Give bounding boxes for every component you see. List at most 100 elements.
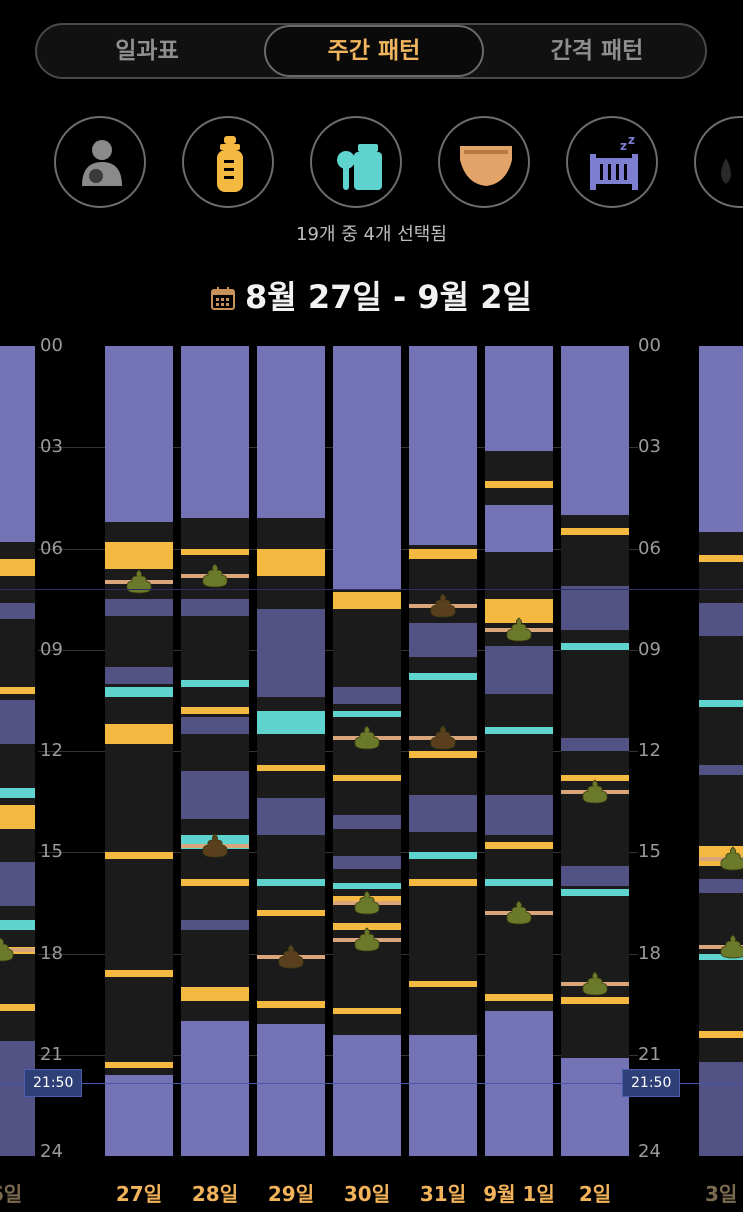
sleep-block[interactable]	[105, 666, 173, 684]
sleep-block[interactable]	[485, 504, 553, 552]
bottle-block[interactable]	[561, 774, 629, 782]
sleep-block[interactable]	[561, 737, 629, 751]
tab-weekly-pattern[interactable]: 주간 패턴	[264, 25, 484, 77]
sleep-block[interactable]	[333, 815, 401, 829]
sleep-block[interactable]	[699, 764, 743, 775]
bottle-block[interactable]	[105, 852, 173, 859]
bottle-block[interactable]	[333, 774, 401, 782]
day-label[interactable]: 3일	[705, 1182, 738, 1206]
bottle-block[interactable]	[181, 548, 249, 556]
bottle-block[interactable]	[409, 879, 477, 886]
bottle-block[interactable]	[333, 923, 401, 930]
sleep-block[interactable]	[485, 794, 553, 836]
sleep-block[interactable]	[409, 346, 477, 546]
bottle-block[interactable]	[257, 909, 325, 917]
bottle-block[interactable]	[105, 724, 173, 745]
baby-food-block[interactable]	[257, 710, 325, 735]
baby-food-block[interactable]	[561, 889, 629, 897]
bottle-block[interactable]	[257, 764, 325, 772]
sleep-block[interactable]	[409, 622, 477, 657]
filter-baby-food[interactable]	[310, 116, 402, 208]
sleep-block[interactable]	[257, 798, 325, 836]
baby-food-block[interactable]	[0, 919, 35, 930]
poop-icon[interactable]	[581, 970, 609, 1000]
poop-icon[interactable]	[201, 562, 229, 592]
baby-food-block[interactable]	[409, 673, 477, 681]
bottle-block[interactable]	[105, 1061, 173, 1069]
sleep-block[interactable]	[0, 1041, 35, 1156]
baby-food-block[interactable]	[0, 788, 35, 799]
bottle-block[interactable]	[181, 707, 249, 714]
baby-food-block[interactable]	[485, 879, 553, 886]
sleep-block[interactable]	[409, 1034, 477, 1156]
baby-food-block[interactable]	[105, 686, 173, 697]
baby-food-block[interactable]	[485, 727, 553, 735]
bottle-block[interactable]	[485, 481, 553, 488]
day-column[interactable]	[561, 346, 629, 1156]
sleep-block[interactable]	[257, 346, 325, 519]
sleep-block[interactable]	[0, 700, 35, 745]
day-label[interactable]: 29일	[267, 1182, 315, 1206]
poop-icon[interactable]	[125, 568, 153, 598]
sleep-block[interactable]	[333, 855, 401, 870]
bottle-block[interactable]	[485, 994, 553, 1001]
bottle-block[interactable]	[409, 751, 477, 758]
sleep-block[interactable]	[257, 1024, 325, 1156]
bottle-block[interactable]	[105, 970, 173, 978]
sleep-block[interactable]	[485, 646, 553, 694]
bottle-block[interactable]	[257, 1000, 325, 1008]
day-column[interactable]	[699, 346, 743, 1156]
sleep-block[interactable]	[181, 771, 249, 819]
sleep-block[interactable]	[0, 346, 35, 542]
baby-food-block[interactable]	[561, 643, 629, 650]
day-column[interactable]	[105, 346, 173, 1156]
poop-icon[interactable]	[505, 616, 533, 646]
sleep-block[interactable]	[561, 1058, 629, 1156]
sleep-block[interactable]	[561, 585, 629, 630]
day-label[interactable]: 6일	[0, 1182, 23, 1206]
bottle-block[interactable]	[0, 686, 35, 694]
day-label[interactable]: 28일	[191, 1182, 239, 1206]
bottle-block[interactable]	[409, 548, 477, 559]
sleep-block[interactable]	[409, 794, 477, 832]
sleep-block[interactable]	[699, 879, 743, 893]
sleep-block[interactable]	[699, 602, 743, 637]
sleep-block[interactable]	[699, 346, 743, 532]
date-range[interactable]: 8월 27일 - 9월 2일	[0, 272, 743, 318]
poop-icon[interactable]	[353, 926, 381, 956]
bottle-block[interactable]	[409, 980, 477, 988]
sleep-block[interactable]	[0, 602, 35, 620]
baby-food-block[interactable]	[409, 852, 477, 859]
sleep-block[interactable]	[333, 1034, 401, 1156]
poop-icon[interactable]	[429, 724, 457, 754]
bottle-block[interactable]	[561, 997, 629, 1005]
day-column[interactable]	[409, 346, 477, 1156]
sleep-block[interactable]	[181, 919, 249, 930]
poop-icon[interactable]	[0, 936, 15, 966]
sleep-block[interactable]	[0, 862, 35, 907]
sleep-block[interactable]	[181, 599, 249, 616]
day-column[interactable]	[485, 346, 553, 1156]
day-label[interactable]: 2일	[578, 1182, 612, 1206]
bottle-block[interactable]	[333, 592, 401, 610]
sleep-block[interactable]	[333, 346, 401, 589]
day-column[interactable]	[181, 346, 249, 1156]
baby-food-block[interactable]	[333, 710, 401, 718]
sleep-block[interactable]	[561, 346, 629, 515]
bottle-block[interactable]	[105, 541, 173, 569]
filter-bottle[interactable]	[182, 116, 274, 208]
tab-interval-pattern[interactable]: 간격 패턴	[550, 38, 644, 64]
baby-food-block[interactable]	[699, 953, 743, 961]
sleep-block[interactable]	[181, 717, 249, 735]
bottle-block[interactable]	[699, 555, 743, 562]
sleep-block[interactable]	[485, 346, 553, 451]
baby-food-block[interactable]	[699, 700, 743, 708]
tab-schedule[interactable]: 일과표	[115, 38, 179, 64]
filter-diaper[interactable]	[438, 116, 530, 208]
poop-icon[interactable]	[505, 899, 533, 929]
day-column[interactable]	[333, 346, 401, 1156]
sleep-block[interactable]	[699, 1061, 743, 1156]
poop-icon[interactable]	[719, 845, 743, 875]
sleep-block[interactable]	[561, 865, 629, 886]
day-label[interactable]: 31일	[419, 1182, 467, 1206]
